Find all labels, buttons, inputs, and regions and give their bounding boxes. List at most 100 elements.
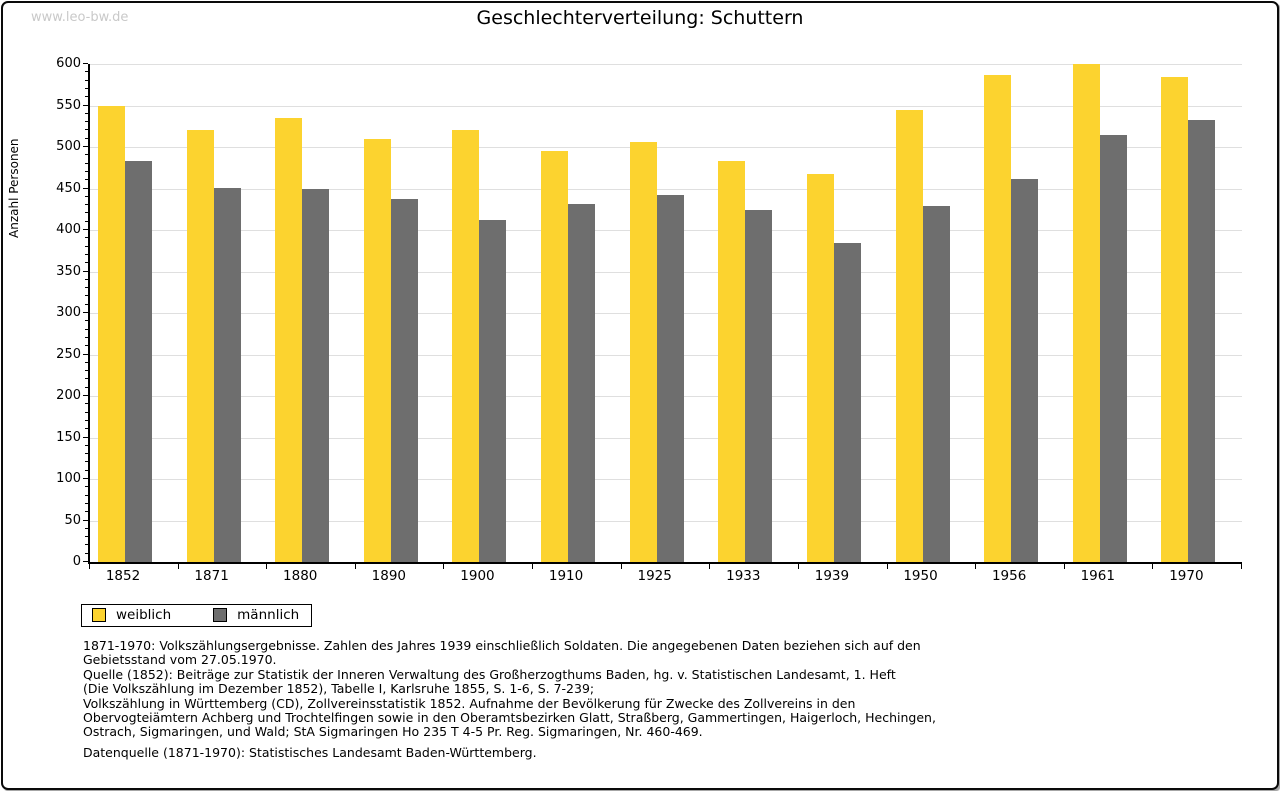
- y-minor-tick: [85, 303, 88, 305]
- x-tick: [266, 564, 268, 569]
- x-axis-tick-labels: 1852 1871 1880 1890 1900 1910 1925 1933 1939 1950…: [88, 568, 1240, 586]
- y-minor-tick: [85, 361, 88, 363]
- gridline-600: [90, 64, 1242, 65]
- y-minor-tick: [85, 79, 88, 81]
- x-tick-label: 1871: [194, 568, 229, 584]
- y-minor-tick: [85, 469, 88, 471]
- x-tick-label: 1961: [1080, 568, 1115, 584]
- y-minor-tick: [85, 345, 88, 347]
- y-minor-tick: [85, 336, 88, 338]
- y-tick-label: 450: [56, 180, 81, 196]
- y-major-tick: [83, 146, 88, 147]
- bar-männlich-1933: [745, 210, 773, 562]
- y-major-tick: [83, 519, 88, 521]
- bar-weiblich-1970: [1161, 77, 1189, 562]
- y-minor-tick: [85, 71, 88, 73]
- y-tick-label: 500: [56, 139, 81, 154]
- y-minor-tick: [85, 444, 88, 446]
- bar-männlich-1880: [302, 189, 330, 562]
- gridline-550: [90, 105, 1242, 107]
- y-tick-label: 100: [56, 471, 81, 486]
- y-minor-tick: [85, 204, 88, 206]
- y-minor-tick: [85, 87, 88, 89]
- y-minor-tick: [85, 262, 88, 264]
- x-tick-label: 1939: [814, 568, 850, 584]
- y-minor-tick: [85, 96, 88, 98]
- y-major-tick: [83, 104, 88, 106]
- footnote-line: Quelle (1852): Beiträge zur Statistik de…: [83, 666, 896, 682]
- bar-männlich-1939: [833, 243, 861, 562]
- y-minor-tick: [85, 212, 88, 214]
- y-minor-tick: [85, 403, 88, 405]
- x-tick: [443, 564, 445, 569]
- bar-weiblich-1880: [275, 117, 303, 562]
- bar-männlich-1925: [656, 195, 684, 562]
- bar-männlich-1950: [922, 205, 950, 562]
- y-minor-tick: [85, 328, 88, 330]
- x-tick: [797, 564, 799, 569]
- y-minor-tick: [85, 378, 88, 380]
- footnote-line: Gebietsstand vom 27.05.1970.: [83, 652, 277, 668]
- bar-weiblich-1871: [186, 129, 214, 562]
- watermark: www.leo-bw.de: [31, 10, 129, 25]
- y-minor-tick: [85, 536, 88, 538]
- y-tick-label: 150: [56, 429, 81, 445]
- x-tick-label: 1890: [371, 568, 407, 584]
- y-tick-label: 600: [56, 56, 81, 71]
- footnote-line: Obervogteiämtern Achberg und Trochtelfin…: [83, 710, 936, 726]
- bar-weiblich-1956: [984, 74, 1012, 562]
- y-minor-tick: [85, 253, 88, 255]
- y-minor-tick: [85, 419, 88, 421]
- bar-weiblich-1950: [895, 110, 923, 562]
- y-major-tick: [83, 229, 88, 230]
- x-tick: [709, 564, 711, 569]
- y-minor-tick: [85, 237, 88, 239]
- y-major-tick: [83, 312, 88, 313]
- y-tick-label: 50: [64, 512, 81, 528]
- y-major-tick: [83, 478, 88, 479]
- bar-weiblich-1939: [806, 173, 834, 562]
- y-minor-tick: [85, 461, 88, 463]
- bar-männlich-1956: [1011, 178, 1039, 562]
- y-minor-tick: [85, 278, 88, 280]
- x-tick-label: 1950: [903, 568, 938, 584]
- plot-area: [83, 63, 1242, 569]
- y-minor-tick: [85, 411, 88, 413]
- y-minor-tick: [85, 370, 88, 372]
- y-minor-tick: [85, 287, 88, 289]
- x-tick: [1241, 564, 1242, 569]
- x-tick-label: 1933: [726, 568, 761, 584]
- y-minor-tick: [85, 129, 88, 131]
- bar-männlich-1961: [1099, 135, 1127, 562]
- bar-männlich-1900: [479, 220, 507, 562]
- gridline-450: [90, 188, 1242, 190]
- legend-label-maennlich: männlich: [237, 607, 300, 623]
- y-major-tick: [83, 395, 88, 396]
- bar-männlich-1970: [1188, 119, 1216, 562]
- x-tick-label: 1925: [637, 568, 672, 584]
- x-tick: [1152, 564, 1154, 569]
- bar-weiblich-1961: [1072, 64, 1100, 562]
- legend-item-weiblich: weiblich: [92, 607, 171, 623]
- data-source-line: Datenquelle (1871-1970): Statistisches L…: [83, 744, 537, 760]
- y-minor-tick: [85, 162, 88, 164]
- y-minor-tick: [85, 179, 88, 181]
- y-tick-label: 250: [56, 346, 81, 362]
- y-major-tick: [83, 353, 88, 355]
- x-tick: [532, 564, 534, 569]
- y-minor-tick: [85, 511, 88, 513]
- bar-weiblich-1852: [98, 105, 125, 562]
- x-tick: [177, 564, 179, 569]
- x-tick: [975, 564, 977, 569]
- y-minor-tick: [85, 453, 88, 455]
- x-tick-label: 1852: [105, 568, 141, 584]
- y-minor-tick: [85, 527, 88, 529]
- legend: weiblich männlich: [81, 604, 313, 627]
- y-minor-tick: [85, 320, 88, 322]
- y-minor-tick: [85, 486, 88, 488]
- bar-weiblich-1890: [363, 138, 391, 562]
- y-major-tick: [83, 270, 88, 272]
- y-minor-tick: [85, 428, 88, 430]
- y-major-tick: [83, 436, 88, 438]
